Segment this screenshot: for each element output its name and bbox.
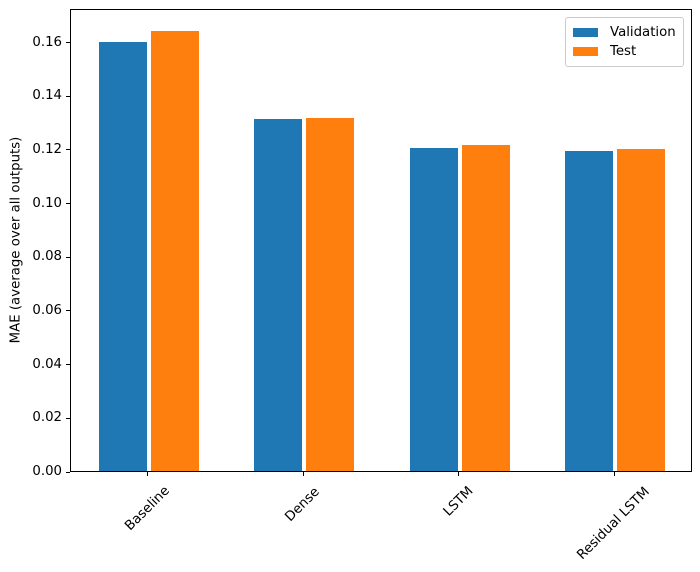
legend-label-test: Test xyxy=(610,43,637,59)
x-tick-label-baseline: Baseline xyxy=(122,483,173,535)
validation-color-swatch-icon xyxy=(573,27,598,38)
y-tick-mark xyxy=(66,471,70,473)
test-color-swatch-icon xyxy=(573,46,598,57)
bar-validation-dense xyxy=(254,118,303,471)
y-tick-label: 0.12 xyxy=(32,141,62,157)
bar-validation-baseline xyxy=(98,42,147,471)
x-tick-mark xyxy=(147,472,149,476)
y-tick-label: 0.16 xyxy=(32,34,62,50)
plot-area xyxy=(70,9,692,472)
bar-test-residual-lstm xyxy=(617,148,666,471)
bar-test-dense xyxy=(306,118,355,471)
x-tick-label-dense: Dense xyxy=(282,484,324,525)
x-tick-mark xyxy=(458,472,460,476)
y-tick-label: 0.04 xyxy=(32,356,62,372)
x-tick-mark xyxy=(613,472,615,476)
y-tick-mark xyxy=(66,364,70,366)
y-tick-mark xyxy=(66,417,70,419)
legend-item-validation: Validation xyxy=(573,23,676,42)
bar-test-baseline xyxy=(150,30,199,471)
legend: Validation Test xyxy=(565,17,684,67)
bar-validation-lstm xyxy=(409,147,458,471)
y-tick-mark xyxy=(66,95,70,97)
y-tick-mark xyxy=(66,149,70,151)
y-tick-mark xyxy=(66,42,70,44)
legend-item-test: Test xyxy=(573,42,675,61)
bar-validation-residual-lstm xyxy=(565,150,614,471)
x-tick-mark xyxy=(302,472,304,476)
y-tick-label: 0.08 xyxy=(32,249,62,265)
y-tick-label: 0.10 xyxy=(32,195,62,211)
y-tick-label: 0.02 xyxy=(32,410,62,426)
y-tick-label: 0.06 xyxy=(32,302,62,318)
bar-test-lstm xyxy=(461,144,510,471)
legend-label-validation: Validation xyxy=(610,24,676,40)
x-tick-label-lstm: LSTM xyxy=(440,483,477,520)
y-tick-mark xyxy=(66,256,70,258)
x-tick-label-residual-lstm: Residual LSTM xyxy=(574,484,654,563)
y-tick-label: 0.14 xyxy=(32,88,62,104)
y-tick-mark xyxy=(66,310,70,312)
y-tick-mark xyxy=(66,203,70,205)
y-tick-label: 0.00 xyxy=(32,464,62,479)
